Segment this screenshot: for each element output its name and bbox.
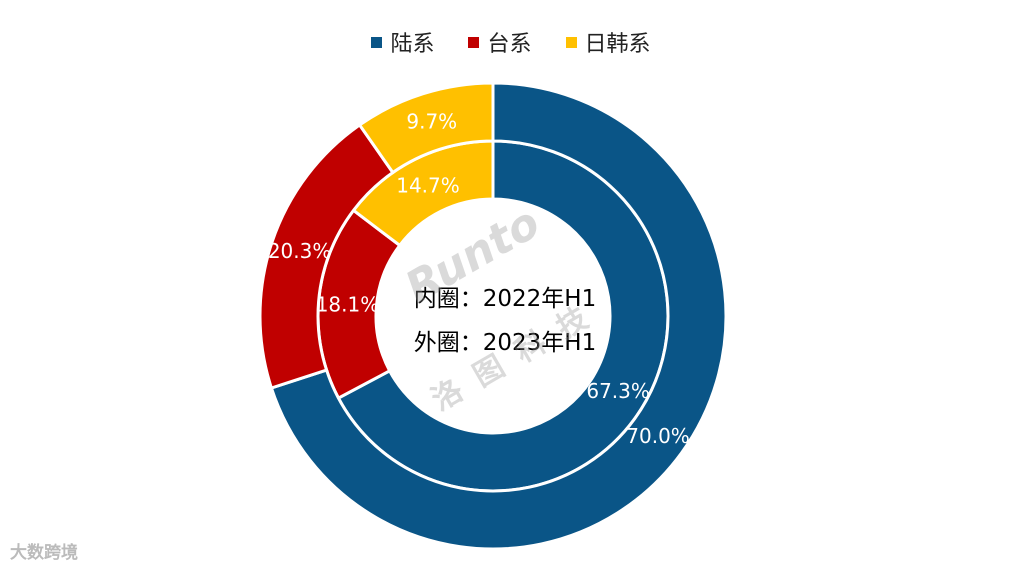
logo: 大数跨境 [10,543,78,563]
legend-item: 台系 [468,26,532,58]
outer-data-label: 70.0% [626,424,690,448]
center-text: 外圈：2023年H1 [414,330,596,356]
inner-data-label: 67.3% [586,379,650,403]
inner-data-label: 14.7% [396,173,460,197]
outer-data-label: 9.7% [406,109,457,133]
legend-swatch [371,36,383,48]
outer-slice-0 [269,81,728,551]
legend-swatch [468,36,480,48]
legend: 陆系 台系 日韩系 [0,26,1022,58]
legend-item: 日韩系 [565,26,651,58]
legend-label: 台系 [487,32,532,57]
outer-slice-2 [357,81,495,175]
outer-data-label: 20.3% [268,239,332,263]
legend-label: 日韩系 [584,32,651,57]
center-text: 内圈：2022年H1 [414,286,596,312]
legend-swatch [565,36,577,48]
legend-item: 陆系 [371,26,434,58]
legend-label: 陆系 [390,32,435,57]
inner-data-label: 18.1% [316,292,380,316]
